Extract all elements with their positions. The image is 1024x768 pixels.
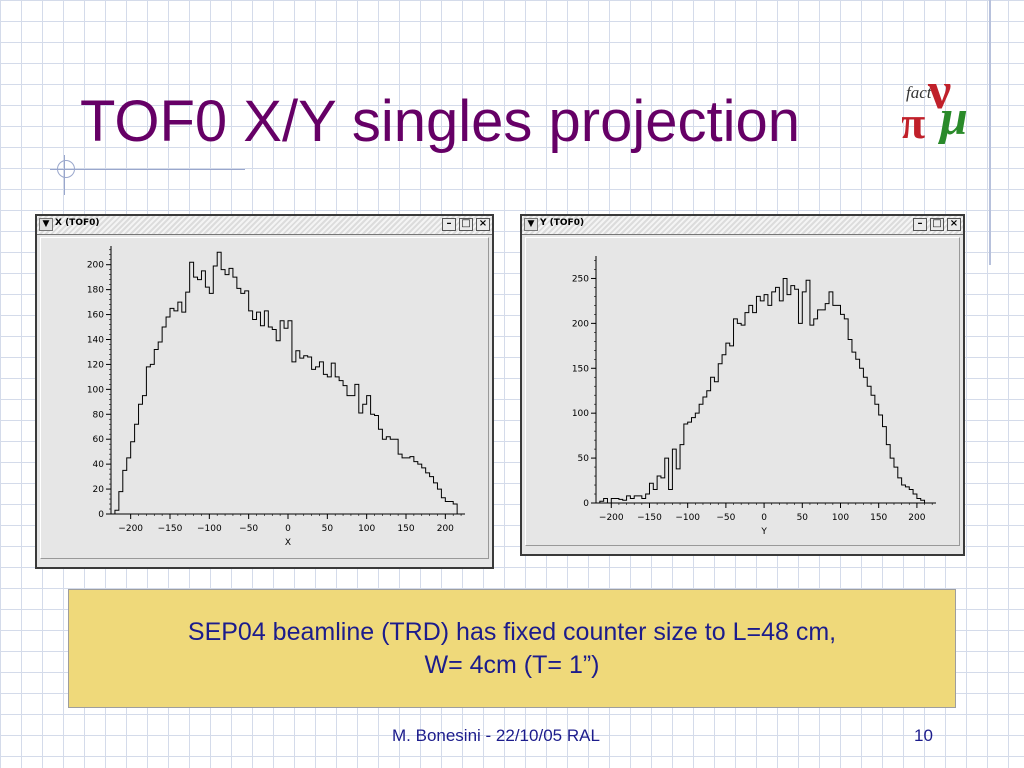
x-tick-label: −100	[675, 513, 700, 523]
x-tick-label: −150	[637, 513, 662, 523]
logo-text-nu: ν	[927, 63, 951, 120]
x-tick-label: 150	[870, 513, 887, 523]
x-tick-label: −200	[599, 513, 624, 523]
histogram-series	[114, 251, 462, 515]
histogram-window-y: ▼ Y (TOF0) – □ × 0 50 100 150 200 250 −200 −150…	[520, 214, 965, 556]
decorative-vertical-tick	[64, 155, 65, 195]
y-tick-label: 0	[583, 499, 589, 509]
x-tick-label: 150	[397, 524, 414, 534]
y-tick-label: 100	[87, 385, 104, 395]
chart-group: 0 20 40 60 80 100 120 140 160 180 200 −200 −150 −100 −…	[87, 246, 465, 548]
minimize-icon[interactable]: –	[913, 218, 927, 231]
x-tick-label: 0	[761, 513, 767, 523]
y-tick-label: 250	[572, 274, 589, 284]
histogram-chart-y: 0 50 100 150 200 250 −200 −150 −100 −50 0 50 100 150 2…	[572, 256, 936, 537]
window-titlebar[interactable]: ▼ Y (TOF0) – □ ×	[522, 216, 963, 235]
x-tick-label: −100	[197, 524, 222, 534]
x-tick-label: −200	[118, 524, 143, 534]
x-tick-label: −50	[716, 513, 735, 523]
y-tick-label: 80	[93, 410, 105, 420]
y-tick-label: 150	[572, 364, 589, 374]
x-axis-label: Y	[760, 527, 767, 537]
plot-area	[525, 237, 960, 546]
logo-text-mu: μ	[937, 89, 968, 144]
maximize-icon[interactable]: □	[459, 218, 473, 231]
slide-title: TOF0 X/Y singles projection	[80, 89, 800, 154]
y-tick-label: 50	[578, 454, 590, 464]
x-tick-label: −50	[239, 524, 258, 534]
window-titlebar[interactable]: ▼ X (TOF0) – □ ×	[37, 216, 492, 235]
nufact-logo: fact ν π μ	[902, 63, 968, 144]
x-tick-label: −150	[158, 524, 183, 534]
window-title: Y (TOF0)	[540, 218, 585, 228]
decorative-title-underline	[50, 169, 245, 170]
y-tick-label: 120	[87, 360, 104, 370]
chevron-down-icon[interactable]: ▼	[39, 218, 53, 231]
x-tick-label: 100	[832, 513, 849, 523]
y-tick-label: 200	[87, 261, 104, 271]
footer-text: M. Bonesini - 22/10/05 RAL	[392, 726, 600, 745]
y-tick-label: 180	[87, 286, 104, 296]
y-tick-label: 20	[93, 485, 105, 495]
window-title: X (TOF0)	[55, 218, 100, 228]
page-number: 10	[914, 726, 933, 745]
note-box: SEP04 beamline (TRD) has fixed counter s…	[68, 589, 956, 708]
x-tick-label: 50	[797, 513, 809, 523]
y-tick-label: 160	[87, 311, 104, 321]
x-tick-label: 100	[358, 524, 375, 534]
plot-area	[40, 237, 489, 559]
logo-text-fact: fact	[906, 83, 933, 102]
minimize-icon[interactable]: –	[442, 218, 456, 231]
histogram-series	[599, 277, 929, 504]
note-line-2: W= 4cm (T= 1”)	[424, 651, 600, 679]
x-axis-label: X	[285, 538, 291, 548]
close-icon[interactable]: ×	[947, 218, 961, 231]
y-tick-label: 200	[572, 319, 589, 329]
x-tick-label: 0	[285, 524, 291, 534]
note-line-1: SEP04 beamline (TRD) has fixed counter s…	[187, 618, 837, 646]
x-tick-label: 200	[908, 513, 925, 523]
close-icon[interactable]: ×	[476, 218, 490, 231]
histogram-chart-x: 0 20 40 60 80 100 120 140 160 180 200 −200 −150 −100 −…	[87, 246, 465, 548]
chart-group: 0 50 100 150 200 250 −200 −150 −100 −50 0 50 100 150 2…	[572, 256, 936, 537]
y-tick-label: 100	[572, 409, 589, 419]
y-tick-label: 40	[93, 460, 105, 470]
histogram-window-x: ▼ X (TOF0) – □ × 0 20 40 60 80 100 120 140 160 18…	[35, 214, 494, 569]
logo-text-pi: π	[902, 97, 925, 144]
y-tick-label: 0	[98, 510, 104, 520]
maximize-icon[interactable]: □	[930, 218, 944, 231]
x-tick-label: 200	[437, 524, 454, 534]
chevron-down-icon[interactable]: ▼	[524, 218, 538, 231]
decorative-circle	[57, 160, 75, 178]
y-tick-label: 140	[87, 335, 104, 345]
y-tick-label: 60	[93, 435, 105, 445]
decorative-vertical-rule	[989, 0, 991, 265]
x-tick-label: 50	[322, 524, 334, 534]
